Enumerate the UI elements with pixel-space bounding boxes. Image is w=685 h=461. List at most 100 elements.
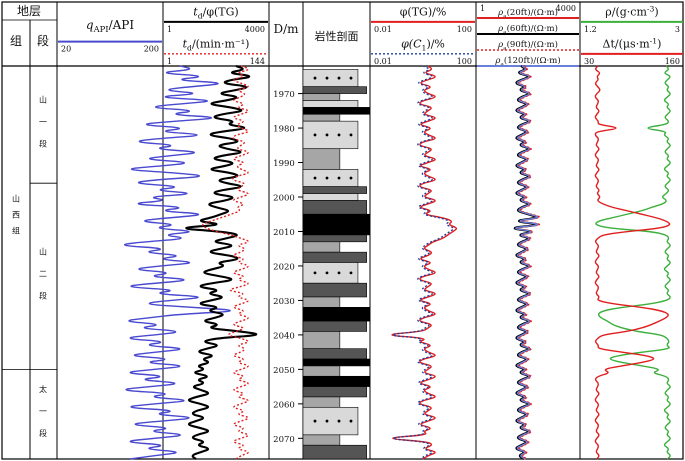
depth-tick-label: 2060 xyxy=(273,400,295,410)
member-label-char: 一 xyxy=(39,118,47,127)
curve-qapi-api xyxy=(124,65,231,460)
member-label-char: 段 xyxy=(39,290,47,300)
sandstone-dot xyxy=(325,133,329,137)
member-label-char: 太 xyxy=(39,384,47,394)
lithology-bed-coal xyxy=(302,213,371,222)
lithology-bed-siltstone xyxy=(302,113,341,122)
depth-tick-label: 1980 xyxy=(273,125,295,135)
curve--g-cm- xyxy=(595,65,671,460)
sandstone-dot xyxy=(337,176,341,180)
scale-max-label: 200 xyxy=(144,45,159,54)
scale-min-label: 0.01 xyxy=(374,57,392,66)
lithology-bed-mudstone xyxy=(302,320,367,332)
sandstone-dot xyxy=(325,271,329,275)
curve-label: td/φ(TG) xyxy=(193,5,238,20)
log-curves xyxy=(124,65,671,460)
scale-min-label: 1 xyxy=(167,57,172,66)
lithology-bed-mudstone xyxy=(302,251,367,263)
lithology-bed-siltstone xyxy=(302,331,341,349)
member-label-char: 一 xyxy=(39,407,47,416)
depth-tick-label: 2070 xyxy=(273,435,295,445)
lithology-bed-mudstone xyxy=(302,348,367,360)
depth-tick-label: 2040 xyxy=(273,331,295,341)
depth-tick-label: 1990 xyxy=(273,159,295,169)
depth-column: 1970 1980 1990 2000 2010 2020 2030 2040 2050 2060… xyxy=(273,90,303,445)
lithology-bed-sandstone xyxy=(302,100,359,108)
curve-label: td/(min·m⁻¹) xyxy=(183,37,250,52)
scale-min-label: 1.2 xyxy=(584,25,597,34)
scale-max-label: 3 xyxy=(675,25,680,34)
sandstone-dot xyxy=(325,176,329,180)
member-label-char: 段 xyxy=(39,139,47,149)
depth-tick-label: 2050 xyxy=(273,366,295,376)
lithology-bed-sandstone xyxy=(302,120,359,150)
lithology-bed-siltstone xyxy=(302,396,341,408)
sandstone-dot xyxy=(325,76,329,80)
lithology-bed-sandstone xyxy=(302,406,359,436)
header-depth: D/m xyxy=(273,22,299,36)
scale-max-label: 100 xyxy=(457,25,472,34)
lithology-bed-coal xyxy=(302,107,371,115)
sandstone-dot xyxy=(349,176,353,180)
depth-tick-label: 2000 xyxy=(273,194,295,204)
group-label-char: 山 xyxy=(12,194,20,204)
lithology-bed-mudstone xyxy=(302,86,367,94)
sandstone-dot xyxy=(349,419,353,423)
depth-tick-label: 2010 xyxy=(273,228,295,238)
curve--a-90ft-m- xyxy=(517,65,541,460)
scale-max-label: 4000 xyxy=(245,25,265,34)
curve--a-120ft-m- xyxy=(515,65,539,460)
lithology-bed-coal xyxy=(302,375,371,387)
sandstone-dot xyxy=(349,76,353,80)
group-label-char: 西 xyxy=(12,211,20,220)
header-group: 组 xyxy=(10,34,22,48)
depth-tick-label: 2030 xyxy=(273,297,295,307)
curve--c1- xyxy=(392,65,455,460)
lithology-bed-siltstone xyxy=(302,434,341,446)
lithology-bed-mudstone xyxy=(302,234,367,243)
lithology-bed-mudstone xyxy=(302,200,367,215)
member-label-char: 二 xyxy=(39,269,47,278)
curve--t-s-m- xyxy=(594,65,671,460)
column-headers: 地层组 段 岩性剖面 D/m qAPI/API 20 200 td/φ(TG) 1 4000 td/… xyxy=(10,4,683,68)
lithology-bed-coal xyxy=(302,358,371,367)
lithology-bed-siltstone xyxy=(302,93,341,101)
lithology-bed-mudstone xyxy=(302,186,367,194)
lithology-bed-siltstone xyxy=(302,365,341,377)
scale-min-label: 1 xyxy=(480,4,485,13)
scale-min-label: 30 xyxy=(584,57,594,66)
scale-max-label: 144 xyxy=(250,57,265,66)
curve-label: φ(C1)/% xyxy=(401,37,445,52)
lithology-bed-mudstone xyxy=(302,282,367,298)
lithology-bed-mudstone xyxy=(302,386,367,398)
sandstone-dot xyxy=(313,419,317,423)
lithology-bed-coal xyxy=(302,307,371,322)
curve-label: φ(TG)/% xyxy=(400,5,447,18)
lithology-bed-siltstone xyxy=(302,148,341,170)
curve-label: ρa(20ft)/(Ω·m) xyxy=(497,7,558,20)
sandstone-dot xyxy=(337,419,341,423)
member-label-char: 山 xyxy=(39,246,47,256)
sandstone-dot xyxy=(349,271,353,275)
member-label-char: 段 xyxy=(39,428,47,438)
sandstone-dot xyxy=(337,271,341,275)
header-lithology: 岩性剖面 xyxy=(315,29,359,43)
header-member: 段 xyxy=(37,33,49,48)
sandstone-dot xyxy=(337,133,341,137)
lithology-bed-sandstone xyxy=(302,193,359,201)
depth-tick-label: 1970 xyxy=(273,90,295,100)
group-label-char: 组 xyxy=(12,226,20,236)
curve-label: qAPI/API xyxy=(86,18,134,34)
sandstone-dot xyxy=(313,271,317,275)
sandstone-dot xyxy=(313,76,317,80)
curve-td-min-m- xyxy=(201,65,249,460)
lithology-column xyxy=(302,69,371,460)
scale-min-label: 1 xyxy=(167,25,172,34)
curve-label: ρa(90ft)/(Ω·m) xyxy=(497,39,558,52)
sandstone-dot xyxy=(337,76,341,80)
scale-min-label: 20 xyxy=(61,45,71,54)
scale-max-label: 100 xyxy=(457,57,472,66)
sandstone-dot xyxy=(349,133,353,137)
scale-min-label: 0.01 xyxy=(374,25,392,34)
